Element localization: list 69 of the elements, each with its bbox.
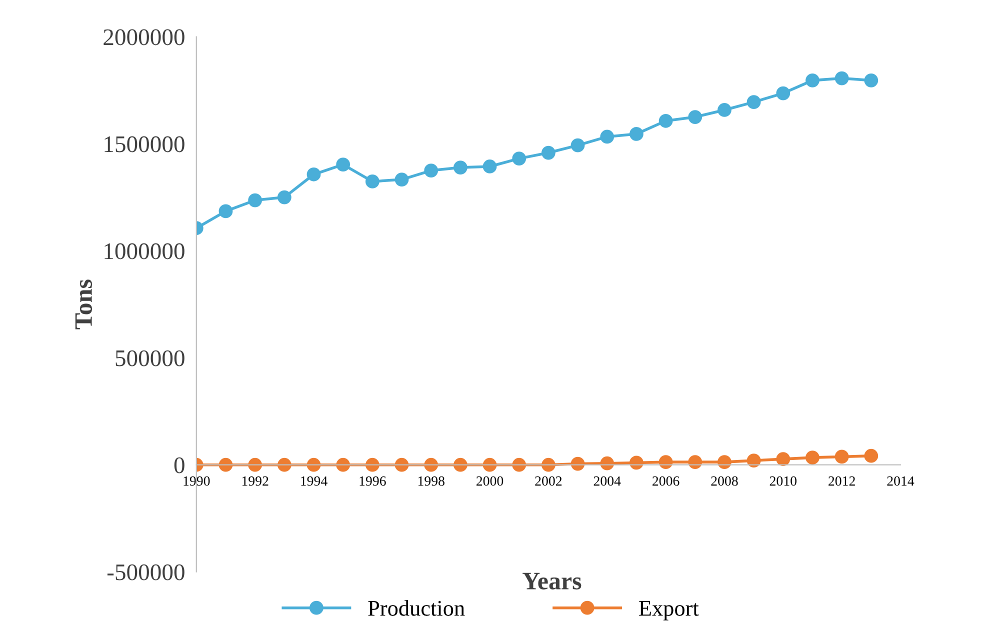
x-tick-label: 2006 bbox=[652, 476, 680, 486]
y-axis-title: Tons bbox=[75, 280, 92, 330]
point bbox=[864, 73, 878, 88]
point bbox=[658, 114, 673, 128]
point bbox=[218, 458, 233, 472]
point bbox=[570, 138, 585, 152]
x-tick-label: 2010 bbox=[770, 476, 797, 486]
point bbox=[394, 172, 409, 186]
point bbox=[806, 450, 820, 465]
point bbox=[776, 86, 790, 100]
point bbox=[600, 456, 614, 470]
x-tick-label: 1998 bbox=[418, 476, 444, 486]
point bbox=[336, 458, 350, 472]
y-tick-label: 2000000 bbox=[104, 29, 184, 46]
point bbox=[218, 204, 233, 218]
point bbox=[570, 456, 585, 471]
point bbox=[482, 458, 497, 472]
point bbox=[834, 450, 849, 464]
point bbox=[453, 458, 468, 472]
y-tick-label: 1500000 bbox=[104, 136, 184, 152]
x-tick-label: 2008 bbox=[711, 476, 738, 486]
x-tick-label: 2012 bbox=[828, 476, 855, 486]
point bbox=[776, 452, 790, 466]
x-axis-title: Years bbox=[522, 572, 582, 590]
y-tick-label: 1000000 bbox=[104, 243, 184, 260]
point bbox=[306, 167, 321, 182]
point bbox=[365, 174, 380, 188]
point bbox=[306, 458, 321, 472]
x-tick-label: 1994 bbox=[301, 476, 328, 486]
legend-label: Export bbox=[639, 601, 699, 620]
point bbox=[482, 160, 497, 174]
point bbox=[746, 454, 761, 468]
point bbox=[394, 458, 409, 472]
x-tick-label: 2002 bbox=[535, 476, 562, 486]
point bbox=[542, 146, 556, 160]
x-tick-label: 2014 bbox=[887, 476, 914, 486]
point bbox=[864, 448, 878, 463]
point bbox=[277, 458, 292, 472]
point bbox=[424, 164, 438, 178]
x-tick-label: 1996 bbox=[360, 476, 386, 486]
point bbox=[658, 455, 673, 470]
y-tick-label: -500000 bbox=[107, 564, 184, 580]
point bbox=[630, 127, 644, 141]
point bbox=[453, 160, 468, 174]
x-tick-label: 2000 bbox=[476, 476, 504, 486]
point bbox=[834, 71, 849, 86]
point bbox=[746, 95, 761, 109]
point bbox=[688, 110, 702, 124]
legend-label: Production bbox=[368, 600, 465, 616]
x-tick-label: 1992 bbox=[242, 476, 268, 486]
y-tick-label: 0 bbox=[174, 457, 184, 474]
point bbox=[630, 456, 644, 470]
point bbox=[365, 458, 380, 472]
point bbox=[424, 458, 438, 472]
point bbox=[336, 158, 350, 172]
point bbox=[688, 455, 702, 470]
point bbox=[512, 458, 526, 472]
point bbox=[718, 103, 732, 117]
point bbox=[542, 458, 556, 472]
point bbox=[806, 73, 820, 88]
x-tick-label: 1990 bbox=[184, 476, 210, 486]
point bbox=[277, 190, 292, 204]
point bbox=[600, 130, 614, 144]
point bbox=[248, 458, 262, 472]
x-tick-label: 2004 bbox=[594, 476, 621, 486]
point bbox=[512, 152, 526, 166]
y-tick-label: 500000 bbox=[116, 350, 184, 366]
point bbox=[248, 193, 262, 208]
point bbox=[718, 455, 732, 470]
